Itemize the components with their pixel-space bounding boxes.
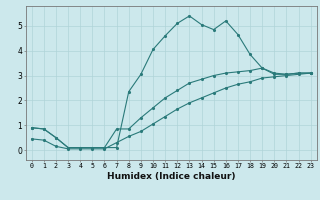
X-axis label: Humidex (Indice chaleur): Humidex (Indice chaleur) [107,172,236,181]
